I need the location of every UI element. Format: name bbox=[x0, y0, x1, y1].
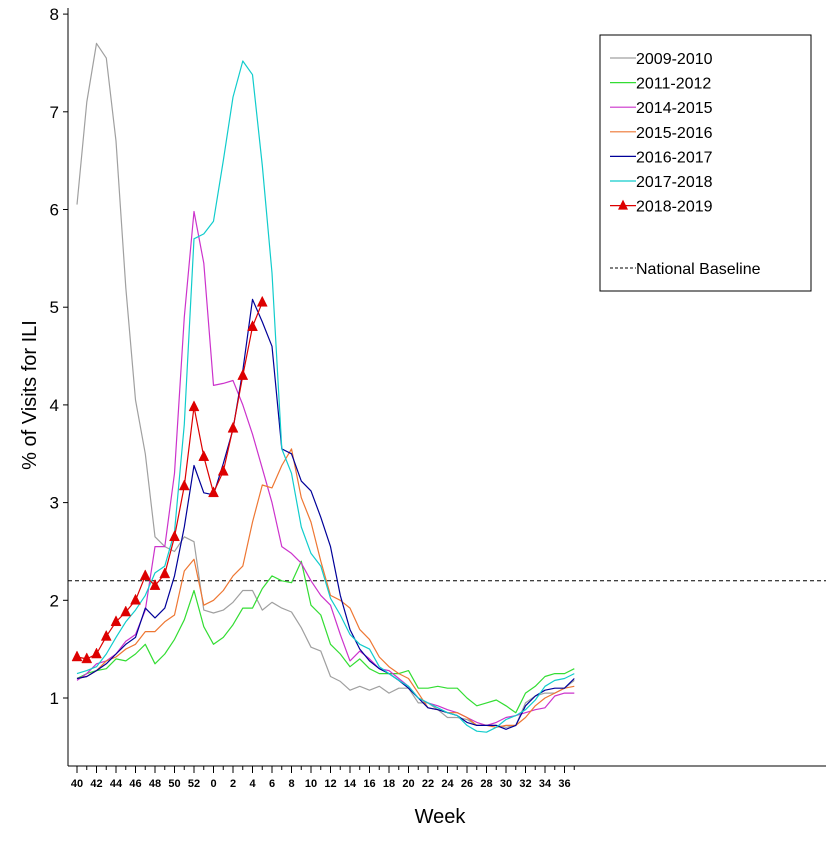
x-tick-label: 2 bbox=[230, 778, 236, 790]
x-tick-label: 8 bbox=[288, 778, 294, 790]
series-point-2018-2019 bbox=[217, 464, 229, 476]
x-tick-label: 26 bbox=[461, 778, 473, 790]
series-point-2018-2019 bbox=[247, 320, 258, 331]
legend-box bbox=[599, 34, 812, 292]
series-group bbox=[71, 42, 575, 733]
series-line-2014-2015 bbox=[76, 210, 575, 727]
legend-label-2017-2018: 2017-2018 bbox=[636, 174, 713, 191]
x-tick-label: 24 bbox=[441, 778, 454, 790]
series-line-2016-2017 bbox=[76, 298, 575, 730]
x-axis-title: Week bbox=[415, 806, 467, 828]
legend-marker-2018-2019 bbox=[618, 199, 628, 210]
legend-label-2014-2015: 2014-2015 bbox=[636, 100, 713, 117]
y-tick-label: 3 bbox=[50, 494, 59, 513]
x-tick-label: 22 bbox=[422, 778, 434, 790]
series-point-2018-2019 bbox=[237, 369, 249, 380]
y-tick-label: 4 bbox=[50, 396, 59, 415]
y-tick-label: 6 bbox=[50, 201, 59, 220]
series-point-2018-2019 bbox=[188, 400, 200, 412]
x-tick-label: 50 bbox=[168, 778, 180, 790]
series-point-2018-2019 bbox=[130, 593, 141, 605]
series-line-2017-2018 bbox=[76, 60, 575, 733]
x-tick-label: 12 bbox=[324, 778, 336, 790]
series-point-2018-2019 bbox=[169, 530, 180, 542]
series-line-2015-2016 bbox=[76, 448, 575, 728]
legend-label-2016-2017: 2016-2017 bbox=[636, 149, 713, 166]
series-point-2018-2019 bbox=[91, 647, 102, 659]
series-point-2018-2019 bbox=[120, 605, 132, 617]
x-tick-label: 6 bbox=[269, 778, 275, 790]
legend-label-baseline: National Baseline bbox=[636, 261, 761, 278]
x-tick-label: 40 bbox=[71, 778, 83, 790]
series-point-2018-2019 bbox=[110, 615, 122, 627]
y-tick-label: 1 bbox=[50, 689, 59, 708]
x-tick-label: 32 bbox=[519, 778, 531, 790]
series-point-2018-2019 bbox=[227, 421, 239, 433]
series-point-2018-2019 bbox=[198, 450, 210, 461]
x-tick-label: 4 bbox=[249, 778, 256, 790]
legend-label-2018-2019: 2018-2019 bbox=[636, 199, 713, 216]
series-point-2018-2019 bbox=[100, 629, 112, 641]
series-point-2018-2019 bbox=[81, 652, 93, 664]
legend: 2009-2010 2011-2012 2014-2015 2015-2016 2016… bbox=[599, 34, 812, 292]
series-line-2009-2010 bbox=[76, 42, 575, 728]
x-tick-label: 44 bbox=[110, 778, 123, 790]
x-tick-label: 42 bbox=[90, 778, 102, 790]
series-point-2018-2019 bbox=[71, 650, 83, 662]
y-tick-label: 2 bbox=[50, 591, 59, 610]
y-axis-title: % of Visits for ILI bbox=[19, 320, 41, 470]
x-tick-label: 18 bbox=[383, 778, 395, 790]
x-tick-label: 0 bbox=[210, 778, 216, 790]
y-tick-label: 5 bbox=[50, 298, 59, 317]
axis-titles: Week % of Visits for ILI bbox=[19, 320, 466, 828]
x-tick-label: 10 bbox=[305, 778, 317, 790]
series-point-2018-2019 bbox=[256, 295, 268, 307]
legend-label-2011-2012: 2011-2012 bbox=[636, 76, 711, 93]
x-tick-label: 48 bbox=[149, 778, 161, 790]
x-tick-label: 52 bbox=[188, 778, 200, 790]
series-point-2018-2019 bbox=[159, 567, 171, 579]
legend-label-2015-2016: 2015-2016 bbox=[636, 125, 713, 142]
x-tick-label: 36 bbox=[558, 778, 570, 790]
y-tick-label: 8 bbox=[50, 5, 59, 24]
x-tick-label: 28 bbox=[480, 778, 492, 790]
series-line-2018-2019 bbox=[76, 302, 263, 660]
y-tick-label: 7 bbox=[50, 103, 59, 122]
legend-label-2009-2010: 2009-2010 bbox=[636, 51, 713, 68]
series-line-2011-2012 bbox=[76, 560, 575, 714]
x-tick-label: 20 bbox=[402, 778, 414, 790]
series-point-2018-2019 bbox=[208, 486, 219, 498]
x-tick-label: 16 bbox=[363, 778, 375, 790]
series-point-2018-2019 bbox=[149, 579, 161, 590]
x-tick-label: 14 bbox=[344, 778, 357, 790]
x-tick-label: 34 bbox=[539, 778, 552, 790]
x-tick-label: 46 bbox=[129, 778, 141, 790]
x-tick-label: 30 bbox=[500, 778, 512, 790]
series-point-2018-2019 bbox=[178, 479, 190, 491]
series-point-2018-2019 bbox=[139, 569, 151, 581]
